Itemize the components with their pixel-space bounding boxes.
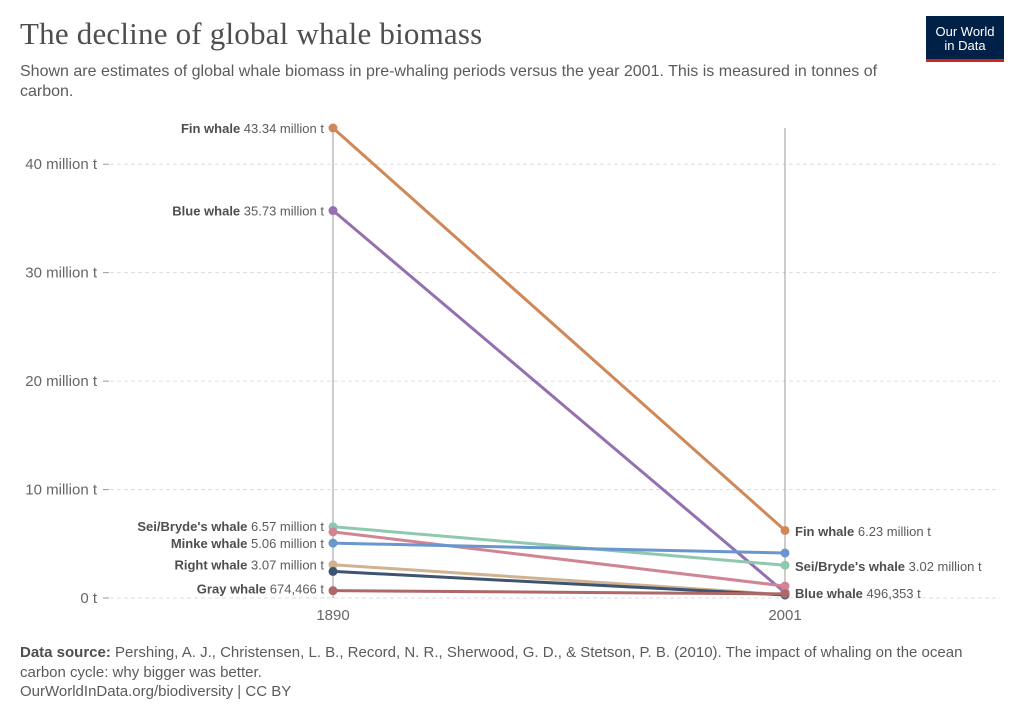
start-label-blue-whale-name: Blue whale [172,204,240,219]
data-source-label: Data source: [20,644,111,661]
x-tick-label: 1890 [316,607,349,624]
y-tick-label: 20 million t [25,373,98,390]
point-1890-right-whale[interactable] [328,560,338,570]
start-label-right-whale-value: 3.07 million t [247,558,324,573]
start-label-right-whale-name: Right whale [174,558,247,573]
end-label-sei-bryde-s-whale-value: 3.02 million t [905,559,982,574]
point-1890-blue-whale[interactable] [328,206,338,216]
series-line-humpback-whale[interactable] [331,530,787,588]
owid-logo[interactable]: Our World in Data [926,16,1004,62]
series-line-sei-bryde-s-whale[interactable] [331,525,787,567]
start-label-sei-bryde-s-whale: Sei/Bryde's whale 6.57 million t [137,519,324,534]
point-2001-minke-whale[interactable] [780,548,790,558]
start-label-minke-whale: Minke whale 5.06 million t [171,536,325,551]
start-label-blue-whale-value: 35.73 million t [240,204,324,219]
start-label-fin-whale-value: 43.34 million t [240,121,324,136]
end-label-sei-bryde-s-whale-name: Sei/Bryde's whale [795,559,905,574]
series-line-fin-whale[interactable] [331,126,787,532]
start-label-sei-bryde-s-whale-value: 6.57 million t [247,519,324,534]
logo-accent-bar [926,59,1004,62]
end-label-fin-whale-value: 6.23 million t [854,524,931,539]
start-label-fin-whale: Fin whale 43.34 million t [181,121,324,136]
start-label-minke-whale-value: 5.06 million t [247,536,324,551]
end-label-fin-whale: Fin whale 6.23 million t [795,524,931,539]
point-1890-fin-whale[interactable] [328,123,338,133]
data-source: Data source: Pershing, A. J., Christense… [20,643,980,683]
point-1890-sperm-whale[interactable] [328,566,338,576]
start-label-minke-whale-name: Minke whale [171,536,248,551]
x-tick-label: 2001 [768,607,801,624]
y-tick-label: 10 million t [25,482,98,499]
chart-title: The decline of global whale biomass [20,16,483,51]
end-label-fin-whale-name: Fin whale [795,524,854,539]
start-label-right-whale: Right whale 3.07 million t [174,558,324,573]
end-label-blue-whale-name: Blue whale [795,586,863,601]
start-label-gray-whale-value: 674,466 t [266,582,324,597]
series-line-gray-whale[interactable] [331,589,787,596]
point-2001-fin-whale[interactable] [780,525,790,535]
point-2001-sei-bryde-s-whale[interactable] [780,560,790,570]
series-line-sperm-whale[interactable] [331,569,787,597]
series-line-minke-whale[interactable] [331,541,787,555]
y-tick-label: 30 million t [25,265,98,282]
chart-subtitle: Shown are estimates of global whale biom… [20,63,878,100]
start-label-gray-whale: Gray whale 674,466 t [197,582,325,597]
point-1890-humpback-whale[interactable] [328,527,338,537]
y-tick-label: 40 million t [25,156,98,173]
data-source-text: Pershing, A. J., Christensen, L. B., Rec… [20,644,963,681]
start-label-gray-whale-name: Gray whale [197,582,266,597]
point-1890-minke-whale[interactable] [328,538,338,548]
start-label-blue-whale: Blue whale 35.73 million t [172,204,324,219]
start-label-fin-whale-name: Fin whale [181,121,240,136]
end-label-blue-whale: Blue whale 496,353 t [795,586,921,601]
logo-line-1: Our World [935,24,995,39]
footer-url[interactable]: OurWorldInData.org/biodiversity | CC BY [20,683,292,700]
series-line-blue-whale[interactable] [331,209,787,595]
point-1890-gray-whale[interactable] [328,586,338,596]
point-2001-humpback-whale[interactable] [780,581,790,591]
point-2001-gray-whale[interactable] [780,589,790,599]
start-label-sei-bryde-s-whale-name: Sei/Bryde's whale [137,519,247,534]
end-label-sei-bryde-s-whale: Sei/Bryde's whale 3.02 million t [795,559,982,574]
end-label-blue-whale-value: 496,353 t [863,586,921,601]
logo-line-2: in Data [944,38,986,53]
y-tick-label: 0 t [80,590,98,607]
